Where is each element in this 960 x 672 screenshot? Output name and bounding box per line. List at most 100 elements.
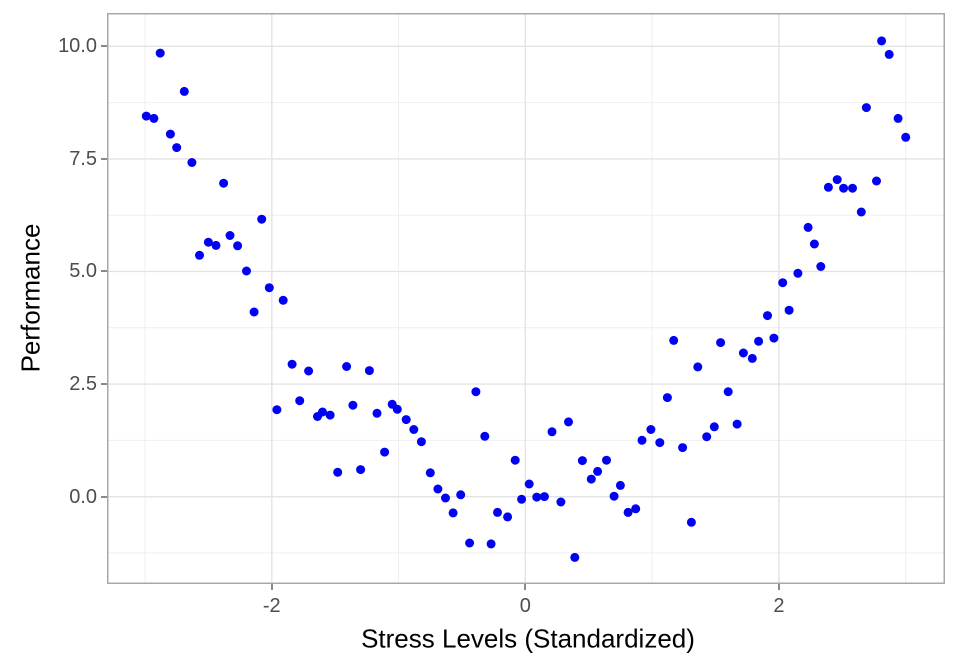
- y-tick-mark: [101, 383, 107, 386]
- data-point: [493, 507, 502, 517]
- data-point: [272, 405, 282, 415]
- data-point: [465, 538, 475, 548]
- x-tick-mark: [270, 584, 273, 590]
- data-point: [570, 552, 580, 562]
- data-point: [318, 407, 327, 417]
- data-point: [539, 492, 549, 502]
- data-point: [287, 359, 297, 369]
- data-point: [615, 480, 625, 490]
- data-point: [416, 437, 426, 447]
- data-point: [179, 86, 189, 96]
- data-point: [372, 408, 382, 418]
- data-point: [225, 231, 235, 240]
- data-point: [669, 335, 679, 345]
- data-point: [702, 432, 712, 442]
- data-point: [784, 305, 794, 315]
- data-point: [901, 132, 911, 142]
- data-point: [401, 415, 411, 425]
- data-point: [356, 465, 366, 475]
- data-point: [524, 479, 534, 489]
- data-point: [655, 438, 665, 448]
- data-point: [856, 207, 866, 217]
- data-point: [547, 427, 557, 437]
- data-point: [448, 508, 458, 518]
- data-point: [172, 143, 182, 153]
- data-point: [839, 183, 849, 193]
- data-point: [480, 431, 490, 441]
- data-point: [295, 396, 305, 406]
- data-point: [441, 493, 450, 503]
- data-point: [219, 178, 229, 188]
- data-point: [278, 295, 288, 305]
- data-point: [503, 512, 513, 522]
- x-tick-label: 0: [519, 595, 531, 617]
- data-point: [623, 507, 633, 517]
- y-tick-mark: [101, 157, 107, 160]
- data-point: [593, 466, 603, 476]
- data-point: [517, 494, 527, 504]
- data-point: [380, 447, 390, 457]
- data-point: [809, 239, 819, 249]
- panel-border: [107, 13, 945, 584]
- data-point: [609, 491, 619, 501]
- y-tick-mark: [101, 270, 107, 273]
- y-axis-title: Performance: [15, 223, 46, 373]
- data-point: [233, 241, 243, 251]
- data-point: [471, 387, 481, 397]
- data-point: [364, 366, 374, 376]
- data-point: [872, 176, 881, 186]
- data-point: [893, 113, 903, 123]
- data-point: [884, 49, 894, 59]
- data-point: [510, 455, 520, 465]
- data-point: [264, 283, 274, 293]
- y-tick-label: 7.5: [69, 147, 97, 170]
- data-point: [693, 362, 703, 372]
- data-point: [586, 474, 596, 484]
- data-point: [325, 410, 335, 420]
- data-point: [861, 103, 871, 113]
- data-point: [803, 222, 813, 232]
- data-point: [686, 517, 696, 527]
- data-point: [392, 404, 402, 414]
- data-point: [304, 366, 314, 376]
- y-tick-mark: [101, 45, 107, 48]
- data-point: [716, 338, 726, 348]
- data-point: [577, 456, 587, 466]
- data-point: [747, 353, 757, 363]
- data-point: [211, 240, 221, 250]
- data-point: [877, 36, 887, 46]
- x-tick-label: 2: [773, 595, 785, 617]
- x-tick-mark: [777, 584, 780, 590]
- data-point: [769, 333, 779, 343]
- data-point: [409, 425, 419, 434]
- plot-canvas: [107, 13, 945, 584]
- data-point: [532, 492, 542, 502]
- data-point: [141, 111, 151, 121]
- data-point: [425, 468, 435, 478]
- data-point: [203, 237, 213, 247]
- data-point: [763, 311, 772, 321]
- data-point: [249, 307, 259, 317]
- data-point: [187, 158, 197, 167]
- data-point: [342, 362, 352, 371]
- data-point: [723, 387, 733, 397]
- data-point: [816, 262, 826, 271]
- data-point: [637, 435, 647, 445]
- data-point: [165, 129, 175, 139]
- x-tick-label: -2: [262, 595, 281, 617]
- data-point: [793, 268, 803, 278]
- data-point: [646, 425, 656, 434]
- x-axis-title: Stress Levels (Standardized): [361, 623, 695, 654]
- data-point: [195, 250, 204, 260]
- data-point: [678, 443, 688, 453]
- data-point: [631, 504, 641, 514]
- data-point: [155, 48, 165, 58]
- data-point: [564, 417, 573, 427]
- data-point: [242, 266, 251, 276]
- data-point: [486, 539, 496, 549]
- data-point: [456, 490, 466, 500]
- data-point: [848, 183, 857, 193]
- data-point: [662, 393, 672, 403]
- plot-panel: [107, 13, 945, 584]
